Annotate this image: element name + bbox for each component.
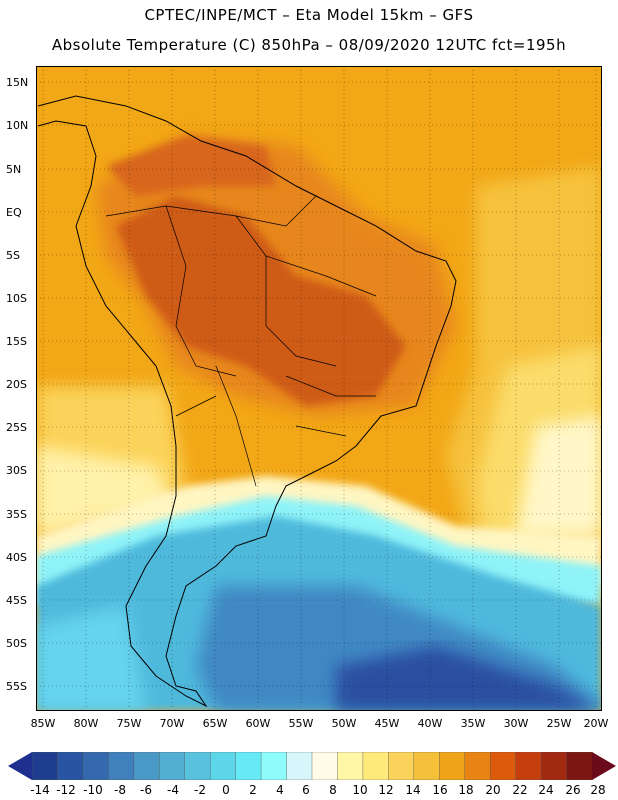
lon-label: 40W	[417, 717, 443, 730]
temperature-map	[36, 66, 602, 711]
colorbar-cell	[489, 752, 517, 780]
title-line-2: Absolute Temperature (C) 850hPa – 08/09/…	[51, 36, 567, 54]
colorbar-label: 20	[485, 783, 501, 797]
colorbar-cell	[413, 752, 440, 780]
lat-label: 35S	[6, 508, 27, 521]
colorbar-under-arrow	[8, 752, 32, 780]
colorbar-label: 22	[512, 783, 528, 797]
lat-label: 45S	[6, 594, 27, 607]
lon-label: 65W	[202, 717, 228, 730]
lat-label: 40S	[6, 551, 27, 564]
map-frame	[36, 66, 602, 711]
lat-label: 10S	[6, 292, 27, 305]
colorbar-label: -12	[56, 783, 76, 797]
colorbar-cell	[464, 752, 491, 780]
lat-label: 5N	[6, 163, 22, 176]
colorbar-label: 6	[302, 783, 310, 797]
lon-label: 70W	[159, 717, 185, 730]
colorbar-label: 12	[378, 783, 394, 797]
lat-label: 50S	[6, 637, 27, 650]
colorbar-label: 16	[432, 783, 448, 797]
colorbar-cell	[439, 752, 466, 780]
very-hot-core	[116, 196, 406, 406]
lon-label: 60W	[245, 717, 271, 730]
lon-label: 25W	[546, 717, 572, 730]
colorbar-label: -6	[140, 783, 152, 797]
lon-label: 50W	[331, 717, 357, 730]
colorbar-label: 18	[458, 783, 474, 797]
lat-label: EQ	[6, 206, 22, 219]
lon-label: 20W	[583, 717, 609, 730]
colorbar-cell	[57, 752, 84, 780]
deep-cold	[336, 646, 602, 711]
lon-label: 30W	[503, 717, 529, 730]
lon-label: 75W	[116, 717, 142, 730]
colorbar-label: -2	[194, 783, 206, 797]
colorbar-cell	[82, 752, 110, 780]
lon-label: 85W	[30, 717, 56, 730]
colorbar-label: -10	[83, 783, 103, 797]
lon-label: 55W	[288, 717, 314, 730]
lon-label: 35W	[460, 717, 486, 730]
lat-label: 25S	[6, 421, 27, 434]
colorbar-label: -8	[114, 783, 126, 797]
colorbar-cell	[337, 752, 364, 780]
colorbar-label: 24	[538, 783, 554, 797]
colorbar-cell	[108, 752, 135, 780]
colorbar-label: 10	[352, 783, 368, 797]
colorbar-label: 4	[276, 783, 284, 797]
east-ocean-cream	[516, 416, 602, 536]
colorbar-cell	[515, 752, 542, 780]
colorbar-label: -4	[167, 783, 179, 797]
lat-label: 55S	[6, 680, 27, 693]
lat-label: 30S	[6, 464, 27, 477]
lat-label: 5S	[6, 249, 20, 262]
colorbar-label: 14	[405, 783, 421, 797]
colorbar-label: 28	[590, 783, 606, 797]
continent-outline	[37, 95, 457, 708]
lon-label: 80W	[73, 717, 99, 730]
colorbar-label: 2	[249, 783, 257, 797]
lat-label: 10N	[6, 119, 29, 132]
lat-label: 15S	[6, 335, 27, 348]
colorbar-label: 8	[329, 783, 337, 797]
colorbar-cell	[311, 752, 339, 780]
colorbar-cell	[235, 752, 262, 780]
colorbar-cell	[388, 752, 415, 780]
southwest-cool	[36, 606, 146, 711]
colorbar-over-arrow	[592, 752, 616, 780]
north-hot	[106, 136, 276, 196]
colorbar-cell	[286, 752, 313, 780]
colorbar-label: 0	[222, 783, 230, 797]
lat-label: 15N	[6, 76, 29, 89]
colorbar-cell	[209, 752, 237, 780]
colorbar-cell	[260, 752, 288, 780]
lat-label: 20S	[6, 378, 27, 391]
colorbar-label: -14	[30, 783, 50, 797]
colorbar-cell	[566, 752, 593, 780]
colorbar-cell	[540, 752, 568, 780]
colorbar	[8, 752, 616, 780]
colorbar-cell	[362, 752, 390, 780]
title-line-1: CPTEC/INPE/MCT – Eta Model 15km – GFS	[144, 6, 474, 24]
colorbar-cell	[31, 752, 59, 780]
colorbar-cell	[184, 752, 211, 780]
colorbar-cell	[133, 752, 160, 780]
colorbar-cell	[159, 752, 186, 780]
lon-label: 45W	[374, 717, 400, 730]
colorbar-label: 26	[565, 783, 581, 797]
